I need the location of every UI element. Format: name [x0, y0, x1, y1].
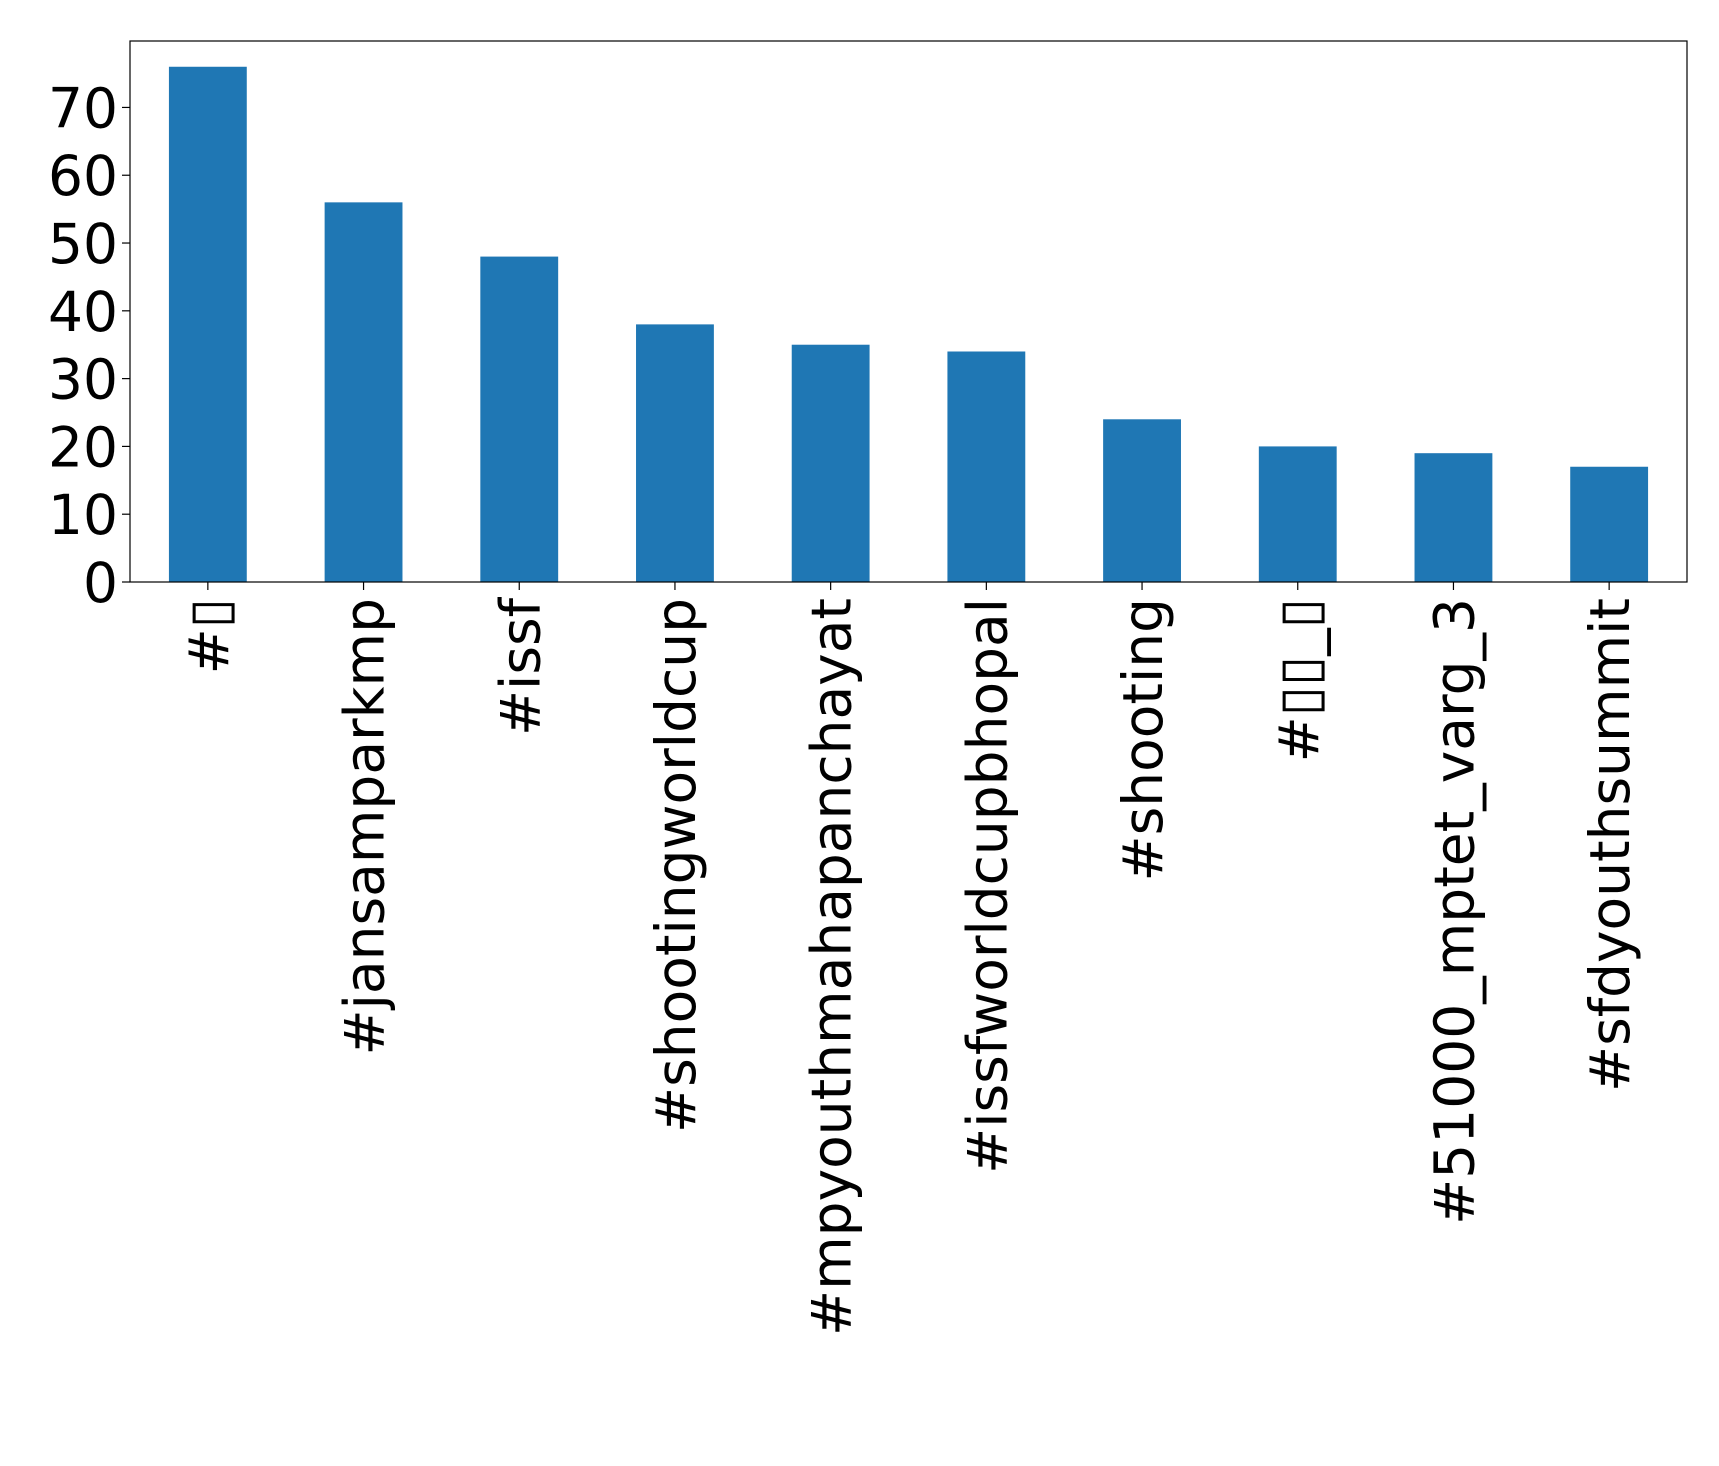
bar	[1258, 446, 1337, 582]
bar	[791, 344, 870, 582]
x-tick-label: #mpyouthmahapanchayat	[800, 598, 864, 1336]
x-tick-label: #issf	[488, 596, 552, 736]
x-tick-label: #shootingworldcup	[644, 598, 708, 1133]
bar	[480, 256, 559, 582]
y-tick-label: 0	[83, 551, 118, 615]
x-tick-label: #issfworldcupbhopal	[955, 598, 1019, 1174]
bar	[1103, 419, 1181, 582]
x-tick-label: #51000_mptet_varg_3	[1422, 598, 1486, 1225]
y-tick-label: 20	[48, 415, 118, 479]
x-tick-label: #shooting	[1111, 598, 1175, 882]
y-tick-label: 60	[48, 144, 118, 208]
y-tick-label: 50	[48, 212, 118, 276]
bar	[947, 351, 1026, 582]
x-tick-label: #sfdyouthsummit	[1578, 598, 1642, 1092]
y-tick-label: 30	[48, 348, 118, 412]
bar	[636, 324, 714, 582]
y-tick-label: 70	[48, 76, 118, 140]
bar	[324, 202, 403, 582]
x-tick-label: #jansamparkmp	[333, 598, 397, 1055]
x-tick-label: #▯	[177, 598, 241, 674]
bar	[1414, 453, 1493, 582]
y-tick-label: 40	[48, 280, 118, 344]
y-tick-label: 10	[48, 483, 118, 547]
bar	[168, 66, 247, 582]
x-tick-label: #▯▯_▯	[1267, 598, 1331, 762]
bar	[1570, 466, 1649, 582]
plot-frame	[129, 40, 1688, 583]
